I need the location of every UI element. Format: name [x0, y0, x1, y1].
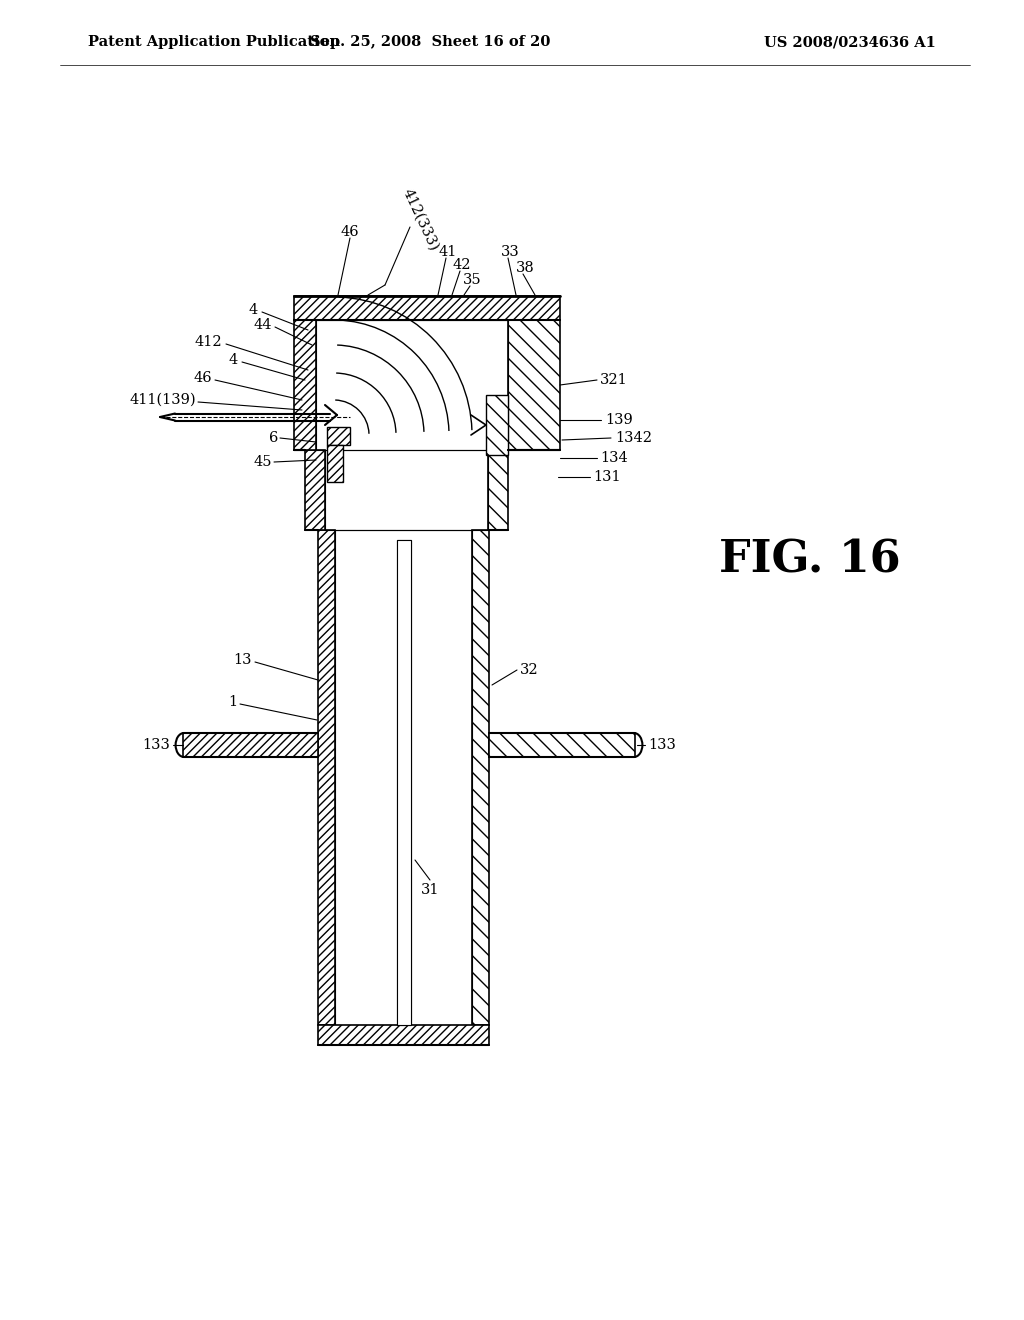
Text: 411(139): 411(139): [129, 393, 196, 407]
Bar: [325, 450, 488, 531]
Text: 139: 139: [605, 413, 633, 426]
Bar: [508, 319, 560, 450]
Text: 1342: 1342: [615, 432, 652, 445]
Text: 38: 38: [516, 261, 535, 275]
Text: 134: 134: [600, 451, 628, 465]
Text: 46: 46: [194, 371, 212, 385]
Text: 45: 45: [254, 455, 272, 469]
Text: US 2008/0234636 A1: US 2008/0234636 A1: [764, 36, 936, 49]
Text: FIG. 16: FIG. 16: [719, 539, 901, 582]
Text: 32: 32: [520, 663, 539, 677]
Bar: [486, 395, 508, 455]
Bar: [335, 531, 472, 1026]
Text: 35: 35: [463, 273, 481, 286]
Bar: [183, 733, 318, 756]
Text: 13: 13: [233, 653, 252, 667]
Text: 4: 4: [228, 352, 238, 367]
Bar: [294, 296, 560, 319]
Text: 44: 44: [254, 318, 272, 333]
Text: 1: 1: [228, 696, 237, 709]
Text: Patent Application Publication: Patent Application Publication: [88, 36, 340, 49]
Bar: [318, 1026, 489, 1045]
Text: 321: 321: [600, 374, 628, 387]
Text: 42: 42: [453, 257, 471, 272]
Text: 46: 46: [341, 224, 359, 239]
Bar: [396, 540, 411, 1026]
Text: 412(333): 412(333): [399, 186, 440, 253]
Text: Sep. 25, 2008  Sheet 16 of 20: Sep. 25, 2008 Sheet 16 of 20: [310, 36, 550, 49]
Bar: [305, 450, 325, 531]
Bar: [488, 450, 508, 531]
Bar: [327, 426, 350, 445]
Bar: [294, 319, 316, 450]
Text: 41: 41: [439, 246, 457, 259]
Bar: [318, 531, 335, 1026]
Bar: [472, 531, 489, 1026]
Text: 4: 4: [249, 304, 258, 317]
Bar: [396, 540, 411, 1026]
Text: 31: 31: [421, 883, 439, 898]
Text: 133: 133: [648, 738, 676, 752]
Bar: [316, 319, 508, 450]
Text: 33: 33: [501, 246, 519, 259]
Text: 6: 6: [268, 432, 278, 445]
Bar: [489, 733, 635, 756]
Text: 412: 412: [195, 335, 222, 348]
Bar: [327, 445, 343, 482]
Text: 131: 131: [593, 470, 621, 484]
Text: 133: 133: [142, 738, 170, 752]
